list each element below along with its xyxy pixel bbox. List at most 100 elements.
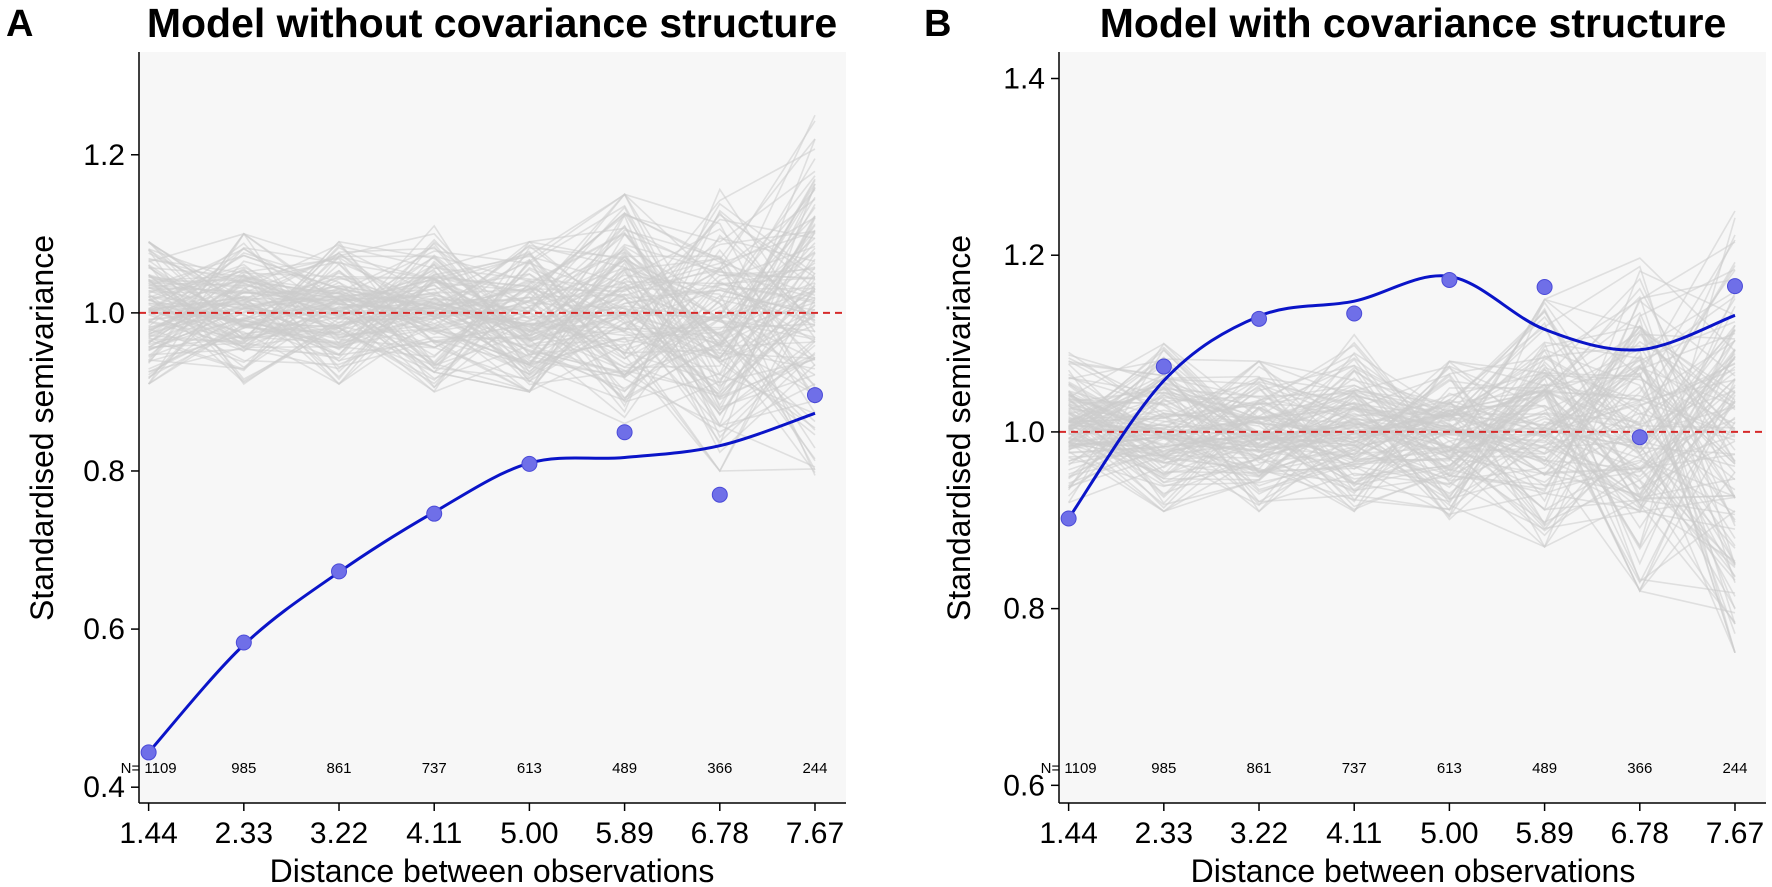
- data-point: [1726, 278, 1743, 295]
- x-tick-label: 5.00: [500, 817, 558, 850]
- n-label: 489: [1532, 760, 1557, 777]
- simulation-line: [1068, 378, 1736, 513]
- simulation-line: [1068, 386, 1736, 469]
- data-point: [331, 563, 348, 580]
- simulation-line: [148, 240, 816, 392]
- y-tick-label: 0.6: [1003, 769, 1045, 802]
- simulation-line: [1068, 269, 1736, 461]
- x-tick-label: 5.89: [1515, 817, 1573, 850]
- simulation-line: [1068, 356, 1736, 499]
- simulation-envelope: [1067, 210, 1736, 654]
- simulation-line: [1068, 371, 1736, 495]
- simulation-line: [1068, 270, 1736, 511]
- simulation-line: [1068, 217, 1736, 548]
- n-label: N= 1109: [121, 760, 177, 777]
- n-label: 985: [231, 760, 256, 777]
- simulation-line: [148, 256, 816, 412]
- data-point: [616, 424, 633, 441]
- x-tick-label: 3.22: [1230, 817, 1288, 850]
- panel-b: B Model with covariance structure Distan…: [924, 0, 1766, 887]
- simulation-line: [1068, 344, 1736, 592]
- x-tick-label: 3.22: [310, 817, 368, 850]
- simulation-line: [1068, 345, 1736, 511]
- panel-letter: B: [924, 3, 951, 45]
- y-tick-label: 1.4: [1003, 63, 1045, 96]
- n-label: 366: [1627, 760, 1652, 777]
- y-tick-label: 1.0: [83, 297, 125, 330]
- simulation-line: [148, 230, 816, 378]
- n-label: N= 1109: [1041, 760, 1097, 777]
- x-axis-label: Distance between observations: [270, 853, 715, 887]
- smooth-curve: [1067, 274, 1736, 520]
- x-tick-label: 7.67: [1706, 817, 1764, 850]
- simulation-line: [148, 270, 816, 429]
- n-label: 244: [1722, 760, 1747, 777]
- simulation-line: [1068, 331, 1736, 467]
- n-label: 613: [1437, 760, 1462, 777]
- panel-a: A Model without covariance structure Dis…: [6, 0, 846, 887]
- y-tick-label: 0.6: [83, 613, 125, 646]
- n-label: 861: [1246, 760, 1271, 777]
- simulation-line: [1068, 384, 1736, 593]
- simulation-line: [148, 217, 816, 427]
- simulation-line: [148, 230, 816, 412]
- y-tick-label: 1.2: [83, 139, 125, 172]
- data-point: [1251, 310, 1268, 327]
- x-tick-label: 2.33: [1135, 817, 1193, 850]
- simulation-line: [148, 267, 816, 378]
- simulation-line: [148, 260, 816, 381]
- simulation-line: [1068, 210, 1736, 513]
- simulation-line: [1068, 360, 1736, 481]
- x-tick-label: 5.89: [595, 817, 653, 850]
- simulation-line: [1068, 358, 1736, 547]
- simulation-envelope: [147, 114, 816, 476]
- simulation-line: [148, 237, 816, 348]
- simulation-line: [148, 257, 816, 476]
- n-label: 366: [707, 760, 732, 777]
- simulation-line: [148, 183, 816, 447]
- n-label: 613: [517, 760, 542, 777]
- data-point: [426, 505, 443, 522]
- data-point: [1631, 429, 1648, 446]
- y-axis-label: Standardised semivariance: [941, 235, 977, 621]
- simulation-line: [148, 259, 816, 400]
- simulation-line: [1068, 422, 1736, 470]
- simulation-line: [148, 158, 816, 385]
- data-point: [1155, 358, 1172, 375]
- y-tick-label: 1.2: [1003, 239, 1045, 272]
- simulation-line: [1068, 299, 1736, 503]
- y-axis-label: Standardised semivariance: [24, 235, 60, 621]
- simulation-line: [148, 269, 816, 431]
- data-point: [1441, 271, 1458, 288]
- data-point: [1536, 279, 1553, 296]
- plot-background: [139, 52, 846, 803]
- data-point: [140, 744, 157, 761]
- n-label: 985: [1151, 760, 1176, 777]
- data-point: [806, 387, 823, 404]
- panel-letter: A: [6, 3, 33, 45]
- x-axis-label: Distance between observations: [1191, 853, 1636, 887]
- data-point: [235, 634, 252, 651]
- y-tick-label: 0.8: [1003, 593, 1045, 626]
- simulation-line: [148, 209, 816, 408]
- simulation-line: [148, 178, 816, 370]
- simulation-line: [148, 238, 816, 414]
- x-tick-label: 2.33: [215, 817, 273, 850]
- x-tick-label: 4.11: [1326, 817, 1382, 850]
- simulation-line: [148, 148, 816, 341]
- x-tick-label: 6.78: [691, 817, 749, 850]
- simulation-line: [148, 216, 816, 349]
- simulation-line: [1068, 353, 1736, 491]
- y-tick-label: 1.0: [1003, 416, 1045, 449]
- y-tick-label: 0.8: [83, 455, 125, 488]
- simulation-line: [148, 229, 816, 375]
- simulation-line: [1068, 339, 1736, 498]
- chart-title: Model with covariance structure: [1100, 0, 1727, 46]
- n-label: 861: [326, 760, 351, 777]
- n-label: 737: [1342, 760, 1367, 777]
- simulation-line: [1068, 366, 1736, 497]
- data-point: [521, 455, 538, 472]
- simulation-line: [148, 216, 816, 395]
- y-tick-label: 0.4: [83, 771, 125, 804]
